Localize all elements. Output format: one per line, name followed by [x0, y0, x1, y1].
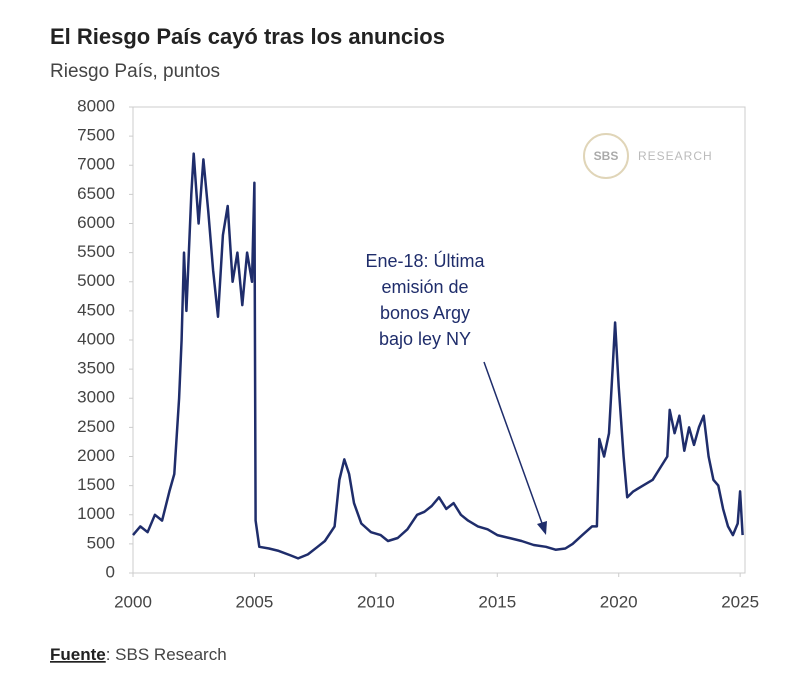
annotation-line: bonos Argy: [380, 303, 470, 323]
y-tick-label: 1000: [77, 504, 115, 523]
y-tick-label: 2500: [77, 417, 115, 436]
y-tick-label: 1500: [77, 475, 115, 494]
y-tick-label: 3000: [77, 388, 115, 407]
annotation-arrow: [483, 361, 544, 527]
y-tick-label: 0: [106, 562, 115, 581]
y-tick-label: 7500: [77, 126, 115, 145]
y-tick-label: 3500: [77, 359, 115, 378]
annotation: Ene-18: Última emisión de bonos Argy bajo l…: [365, 250, 485, 349]
y-tick-label: 7000: [77, 155, 115, 174]
logo-ring: [583, 133, 629, 179]
x-tick-label: 2005: [236, 592, 274, 611]
x-tick-label: 2000: [114, 592, 152, 611]
y-tick-label: 4000: [77, 329, 115, 348]
y-tick-label: 500: [87, 533, 115, 552]
chart-title: El Riesgo País cayó tras los anuncios: [50, 24, 445, 49]
y-tick-label: 8000: [77, 96, 115, 115]
y-tick-label: 6500: [77, 184, 115, 203]
chart-subtitle: Riesgo País, puntos: [50, 61, 220, 82]
x-tick-label: 2025: [721, 592, 759, 611]
x-tick-label: 2020: [600, 592, 638, 611]
logo-mark: SBS: [594, 149, 619, 163]
source-text: : SBS Research: [106, 645, 227, 664]
annotation-line: bajo ley NY: [379, 329, 471, 349]
annotation-line: Ene-18: Última: [365, 250, 485, 271]
annotation-line: emisión de: [381, 277, 468, 297]
y-tick-label: 2000: [77, 446, 115, 465]
source: Fuente: SBS Research: [50, 645, 227, 664]
y-tick-label: 6000: [77, 213, 115, 232]
series-line: [132, 152, 744, 560]
source-label: Fuente: [50, 645, 106, 664]
x-tick-label: 2015: [478, 592, 516, 611]
annotation-arrowhead: [537, 521, 547, 535]
y-tick-label: 4500: [77, 300, 115, 319]
y-tick-label: 5000: [77, 271, 115, 290]
x-tick-label: 2010: [357, 592, 395, 611]
y-tick-label: 5500: [77, 242, 115, 261]
logo-text: RESEARCH: [638, 149, 713, 163]
